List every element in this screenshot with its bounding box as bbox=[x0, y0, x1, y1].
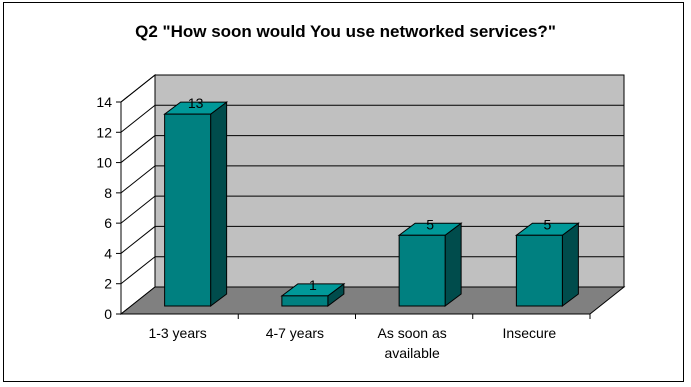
gridlines bbox=[120, 74, 624, 285]
bars bbox=[163, 101, 580, 307]
y-tick-label: 0 bbox=[104, 306, 112, 322]
bar-front bbox=[281, 295, 329, 307]
bar-front bbox=[164, 113, 212, 307]
y-axis: 0 2 4 6 8 10 12 14 bbox=[96, 94, 122, 322]
bar-side bbox=[444, 222, 462, 307]
gridline-side bbox=[120, 104, 156, 133]
x-tick-label: As soon as bbox=[377, 325, 446, 341]
bar-side bbox=[561, 222, 579, 307]
y-tick-label: 6 bbox=[104, 215, 112, 231]
data-label: 5 bbox=[426, 216, 434, 232]
y-tick-label: 8 bbox=[104, 185, 112, 201]
y-tick-label: 12 bbox=[96, 124, 112, 140]
data-label: 5 bbox=[543, 216, 551, 232]
gridline-side bbox=[120, 195, 156, 224]
bar-side bbox=[210, 101, 228, 307]
bar-as-soon-as-available bbox=[397, 222, 463, 307]
chart-title: Q2 "How soon would You use networked ser… bbox=[135, 22, 556, 41]
data-labels: 13 1 5 5 bbox=[188, 95, 552, 293]
bar-1-3-years bbox=[163, 101, 229, 307]
y-tick-label: 2 bbox=[104, 276, 112, 292]
bar-front bbox=[515, 234, 563, 307]
bar-4-7-years bbox=[280, 282, 346, 307]
gridline-side bbox=[120, 256, 156, 285]
y-tick-label: 14 bbox=[96, 94, 112, 110]
side-wall bbox=[120, 73, 156, 316]
x-tick-label: 1-3 years bbox=[148, 325, 206, 341]
gridline-side bbox=[120, 226, 156, 254]
y-tick-label: 10 bbox=[96, 155, 112, 171]
y-tick-label: 4 bbox=[104, 245, 112, 261]
x-tick-label: available bbox=[384, 345, 439, 361]
gridline-side bbox=[120, 165, 156, 194]
x-axis: 1-3 years 4-7 years As soon as available Ins… bbox=[121, 313, 591, 361]
x-tick-label: Insecure bbox=[503, 325, 557, 341]
gridline-side bbox=[120, 135, 156, 163]
bar-front bbox=[398, 234, 446, 307]
chart-walls bbox=[119, 73, 626, 316]
data-label: 1 bbox=[309, 277, 317, 293]
x-tick-label: 4-7 years bbox=[266, 325, 324, 341]
gridline-side bbox=[120, 74, 156, 103]
data-label: 13 bbox=[188, 95, 204, 111]
bar-insecure bbox=[514, 222, 580, 307]
